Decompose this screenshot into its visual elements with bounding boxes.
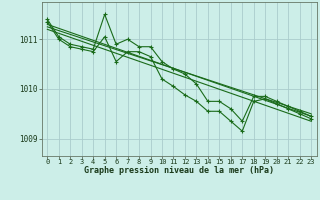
X-axis label: Graphe pression niveau de la mer (hPa): Graphe pression niveau de la mer (hPa) bbox=[84, 166, 274, 175]
